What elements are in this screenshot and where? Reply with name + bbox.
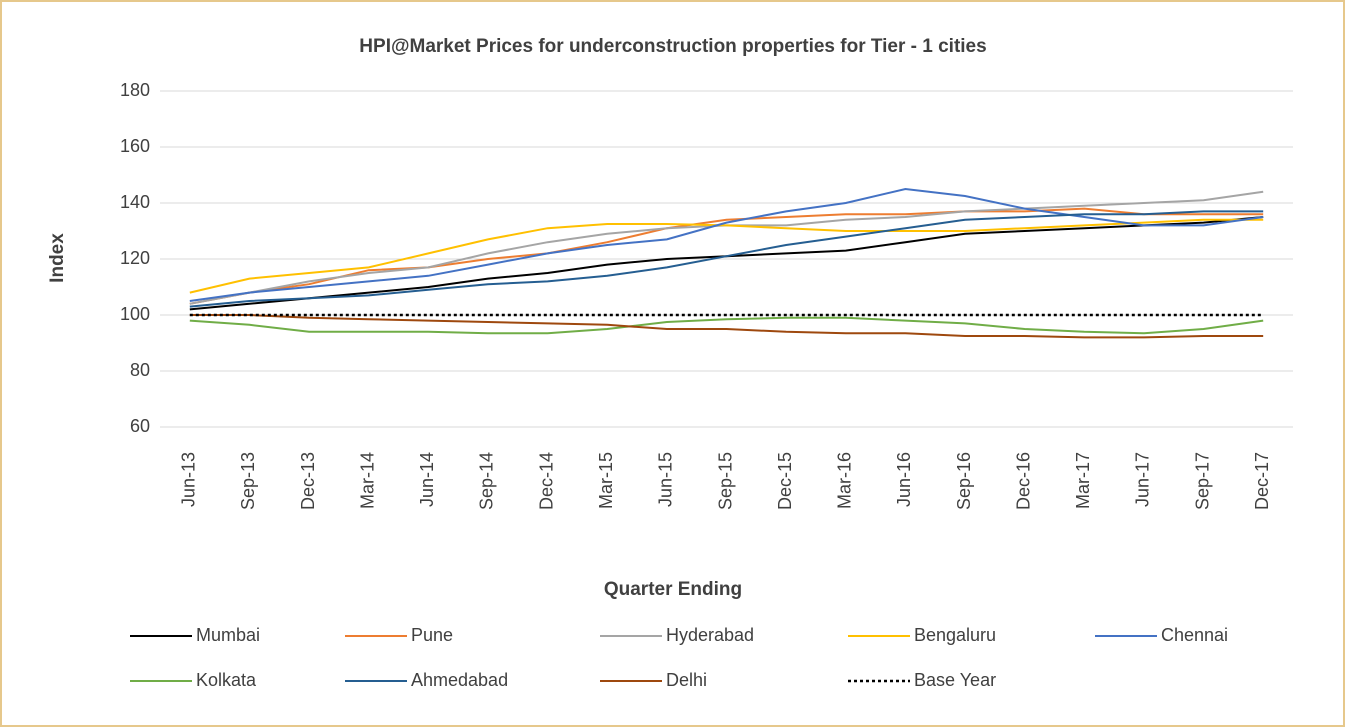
- x-tick-label: Dec-17: [1252, 452, 1272, 510]
- chart-title: HPI@Market Prices for underconstruction …: [359, 36, 986, 57]
- y-tick-label: 180: [120, 80, 150, 100]
- x-tick-label: Jun-14: [417, 452, 437, 507]
- legend-label: Base Year: [914, 670, 996, 690]
- x-tick-label: Dec-15: [775, 452, 795, 510]
- series-line: [189, 316, 1264, 335]
- x-tick-label: Mar-17: [1073, 452, 1093, 509]
- y-tick-label: 140: [120, 192, 150, 212]
- x-tick-label: Sep-13: [238, 452, 258, 510]
- series-line: [189, 218, 1264, 294]
- legend-label: Mumbai: [196, 625, 260, 645]
- legend-label: Bengaluru: [914, 625, 996, 645]
- series-line: [189, 207, 1264, 305]
- x-tick-label: Jun-15: [656, 452, 676, 507]
- x-tick-label: Sep-16: [954, 452, 974, 510]
- series-line: [189, 210, 1264, 308]
- legend-label: Chennai: [1161, 625, 1228, 645]
- x-tick-label: Mar-14: [357, 452, 377, 509]
- x-axis-title: Quarter Ending: [604, 579, 742, 600]
- x-tick-label: Dec-14: [536, 452, 556, 510]
- x-tick-label: Dec-13: [298, 452, 318, 510]
- legend-label: Delhi: [666, 670, 707, 690]
- x-tick-label: Sep-17: [1192, 452, 1212, 510]
- y-tick-label: 120: [120, 248, 150, 268]
- series-line: [189, 314, 1264, 339]
- x-tick-label: Jun-16: [894, 452, 914, 507]
- x-tick-label: Jun-17: [1133, 452, 1153, 507]
- x-tick-label: Mar-16: [835, 452, 855, 509]
- legend-label: Kolkata: [196, 670, 257, 690]
- x-tick-label: Jun-13: [179, 452, 199, 507]
- x-tick-label: Sep-15: [715, 452, 735, 510]
- y-tick-label: 100: [120, 304, 150, 324]
- series-line: [189, 187, 1264, 302]
- x-tick-label: Dec-16: [1013, 452, 1033, 510]
- legend-label: Ahmedabad: [411, 670, 508, 690]
- legend-label: Pune: [411, 625, 453, 645]
- x-tick-label: Sep-14: [477, 452, 497, 510]
- y-axis-title: Index: [47, 233, 68, 283]
- legend-label: Hyderabad: [666, 625, 754, 645]
- y-tick-label: 80: [130, 360, 150, 380]
- y-tick-label: 60: [130, 416, 150, 436]
- y-tick-label: 160: [120, 136, 150, 156]
- x-tick-label: Mar-15: [596, 452, 616, 509]
